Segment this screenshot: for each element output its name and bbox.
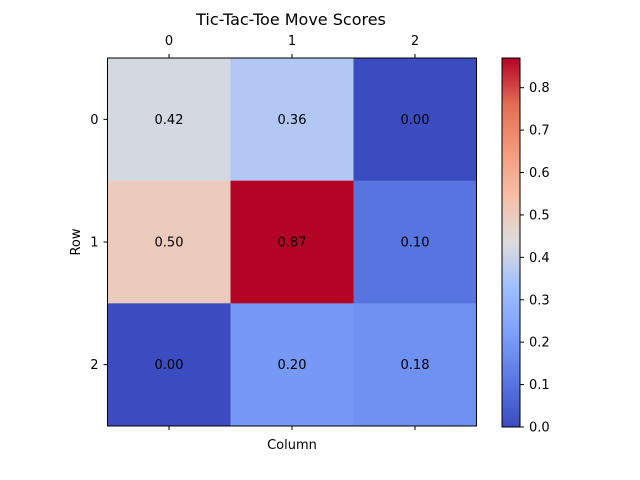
heatmap-cell-r1-c1 [230, 180, 354, 304]
heatmap-cell-r2-c1 [230, 303, 354, 427]
colorbar-tick-label-3: 0.3 [529, 293, 550, 308]
colorbar-tick-label-1: 0.1 [529, 378, 550, 393]
colorbar-frame [501, 57, 521, 428]
y-axis-label: Row [69, 228, 84, 255]
heatmap-cell-r1-c2 [353, 180, 477, 304]
y-tick-label-0: 0 [90, 113, 98, 128]
x-axis-label: Column [267, 438, 317, 453]
x-tick-label-2: 2 [411, 34, 419, 49]
heatmap-cell-r2-c0 [107, 303, 231, 427]
cell-value-r0-c2: 0.00 [401, 113, 430, 128]
x-tick-label-1: 1 [288, 34, 296, 49]
cell-value-r2-c2: 0.18 [401, 358, 430, 373]
colorbar-tick-label-5: 0.5 [529, 208, 550, 223]
x-ticks-bottom [168, 426, 416, 430]
colorbar-tick-label-8: 0.8 [529, 81, 550, 96]
cell-value-r1-c2: 0.10 [401, 236, 430, 251]
cell-value-r0-c1: 0.36 [278, 113, 307, 128]
colorbar-tick-label-0: 0.0 [529, 421, 550, 436]
colorbar-ticks: 0.0 0.1 0.2 0.3 0.4 0.5 0.6 0.7 0.8 [520, 81, 550, 436]
heatmap-cell-r0-c1 [230, 58, 354, 182]
colorbar-tick-label-2: 0.2 [529, 336, 550, 351]
heatmap-cell-r0-c2 [353, 58, 477, 182]
colorbar-tick-label-6: 0.6 [529, 166, 550, 181]
colorbar-tick-label-7: 0.7 [529, 124, 550, 139]
y-tick-label-2: 2 [90, 358, 98, 373]
colorbar [502, 58, 520, 427]
heatmap-cell-r1-c0 [107, 180, 231, 304]
y-tick-label-1: 1 [90, 236, 98, 251]
cell-value-r0-c0: 0.42 [155, 113, 184, 128]
cell-value-r1-c1: 0.87 [278, 236, 307, 251]
heatmap-cell-labels: 0.42 0.36 0.00 0.50 0.87 0.10 0.00 0.20 0.18 [155, 113, 430, 373]
heatmap-cell-r0-c0 [107, 58, 231, 182]
y-ticks: 0 1 2 [90, 113, 108, 373]
cell-value-r2-c1: 0.20 [278, 358, 307, 373]
heatmap-cells [107, 58, 477, 427]
cell-value-r2-c0: 0.00 [155, 358, 184, 373]
x-ticks-top: 0 1 2 [165, 34, 419, 58]
x-tick-label-0: 0 [165, 34, 173, 49]
heatmap-cell-r2-c2 [353, 303, 477, 427]
cell-value-r1-c0: 0.50 [155, 236, 184, 251]
colorbar-tick-label-4: 0.4 [529, 251, 550, 266]
chart-title: Tic-Tac-Toe Move Scores [195, 10, 386, 29]
